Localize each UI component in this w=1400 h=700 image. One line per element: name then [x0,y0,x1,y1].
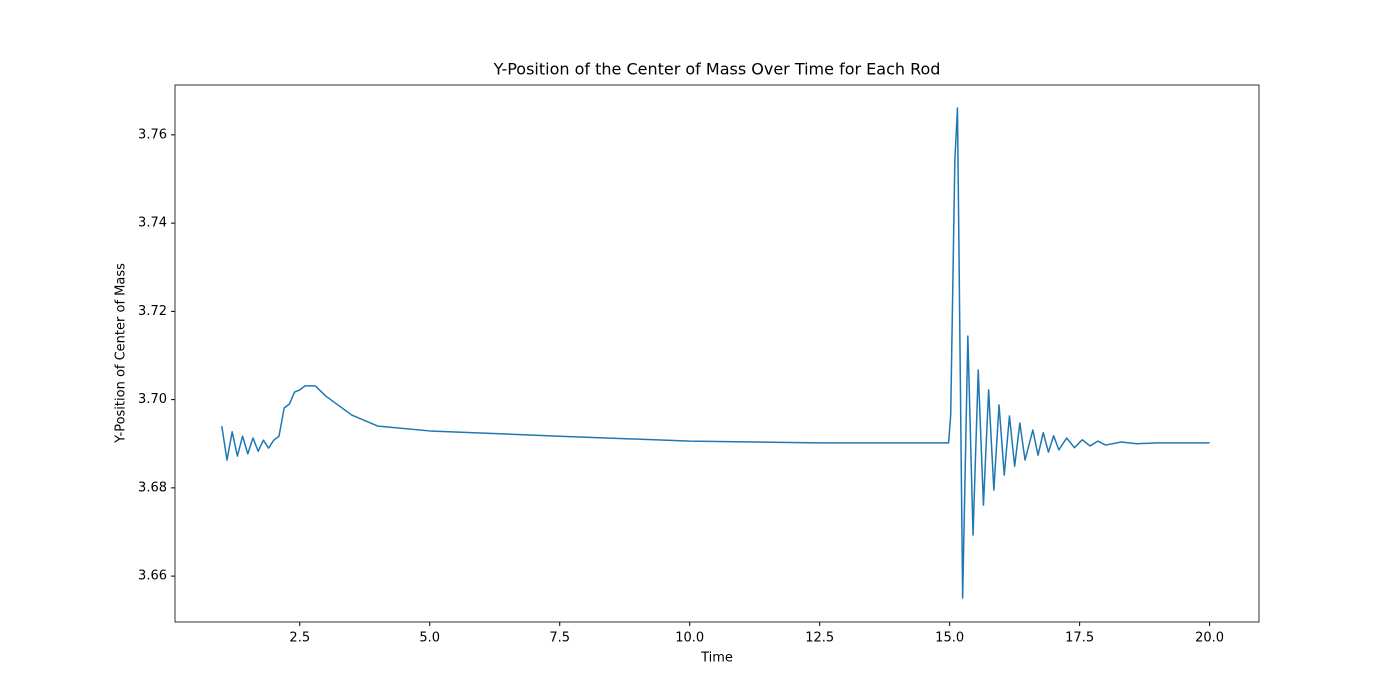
y-tick-label: 3.74 [138,216,167,231]
x-tick-label: 12.5 [805,631,834,646]
x-tick-label: 17.5 [1065,631,1094,646]
x-tick-label: 20.0 [1195,631,1224,646]
data-line [221,107,1210,599]
x-tick-label: 5.0 [419,631,440,646]
plot-frame [174,84,1260,623]
x-axis-label: Time [700,651,733,666]
x-tick-label: 2.5 [289,631,310,646]
chart-title: Y-Position of the Center of Mass Over Ti… [493,60,941,79]
y-tick-label: 3.72 [138,304,167,319]
x-tick-label: 10.0 [675,631,704,646]
x-tick-label: 15.0 [935,631,964,646]
y-tick-label: 3.66 [138,569,167,584]
y-axis-label: Y-Position of Center of Mass [114,263,129,444]
y-tick-label: 3.70 [138,392,167,407]
y-tick-label: 3.76 [138,127,167,142]
x-tick-label: 7.5 [549,631,570,646]
y-tick-label: 3.68 [138,480,167,495]
